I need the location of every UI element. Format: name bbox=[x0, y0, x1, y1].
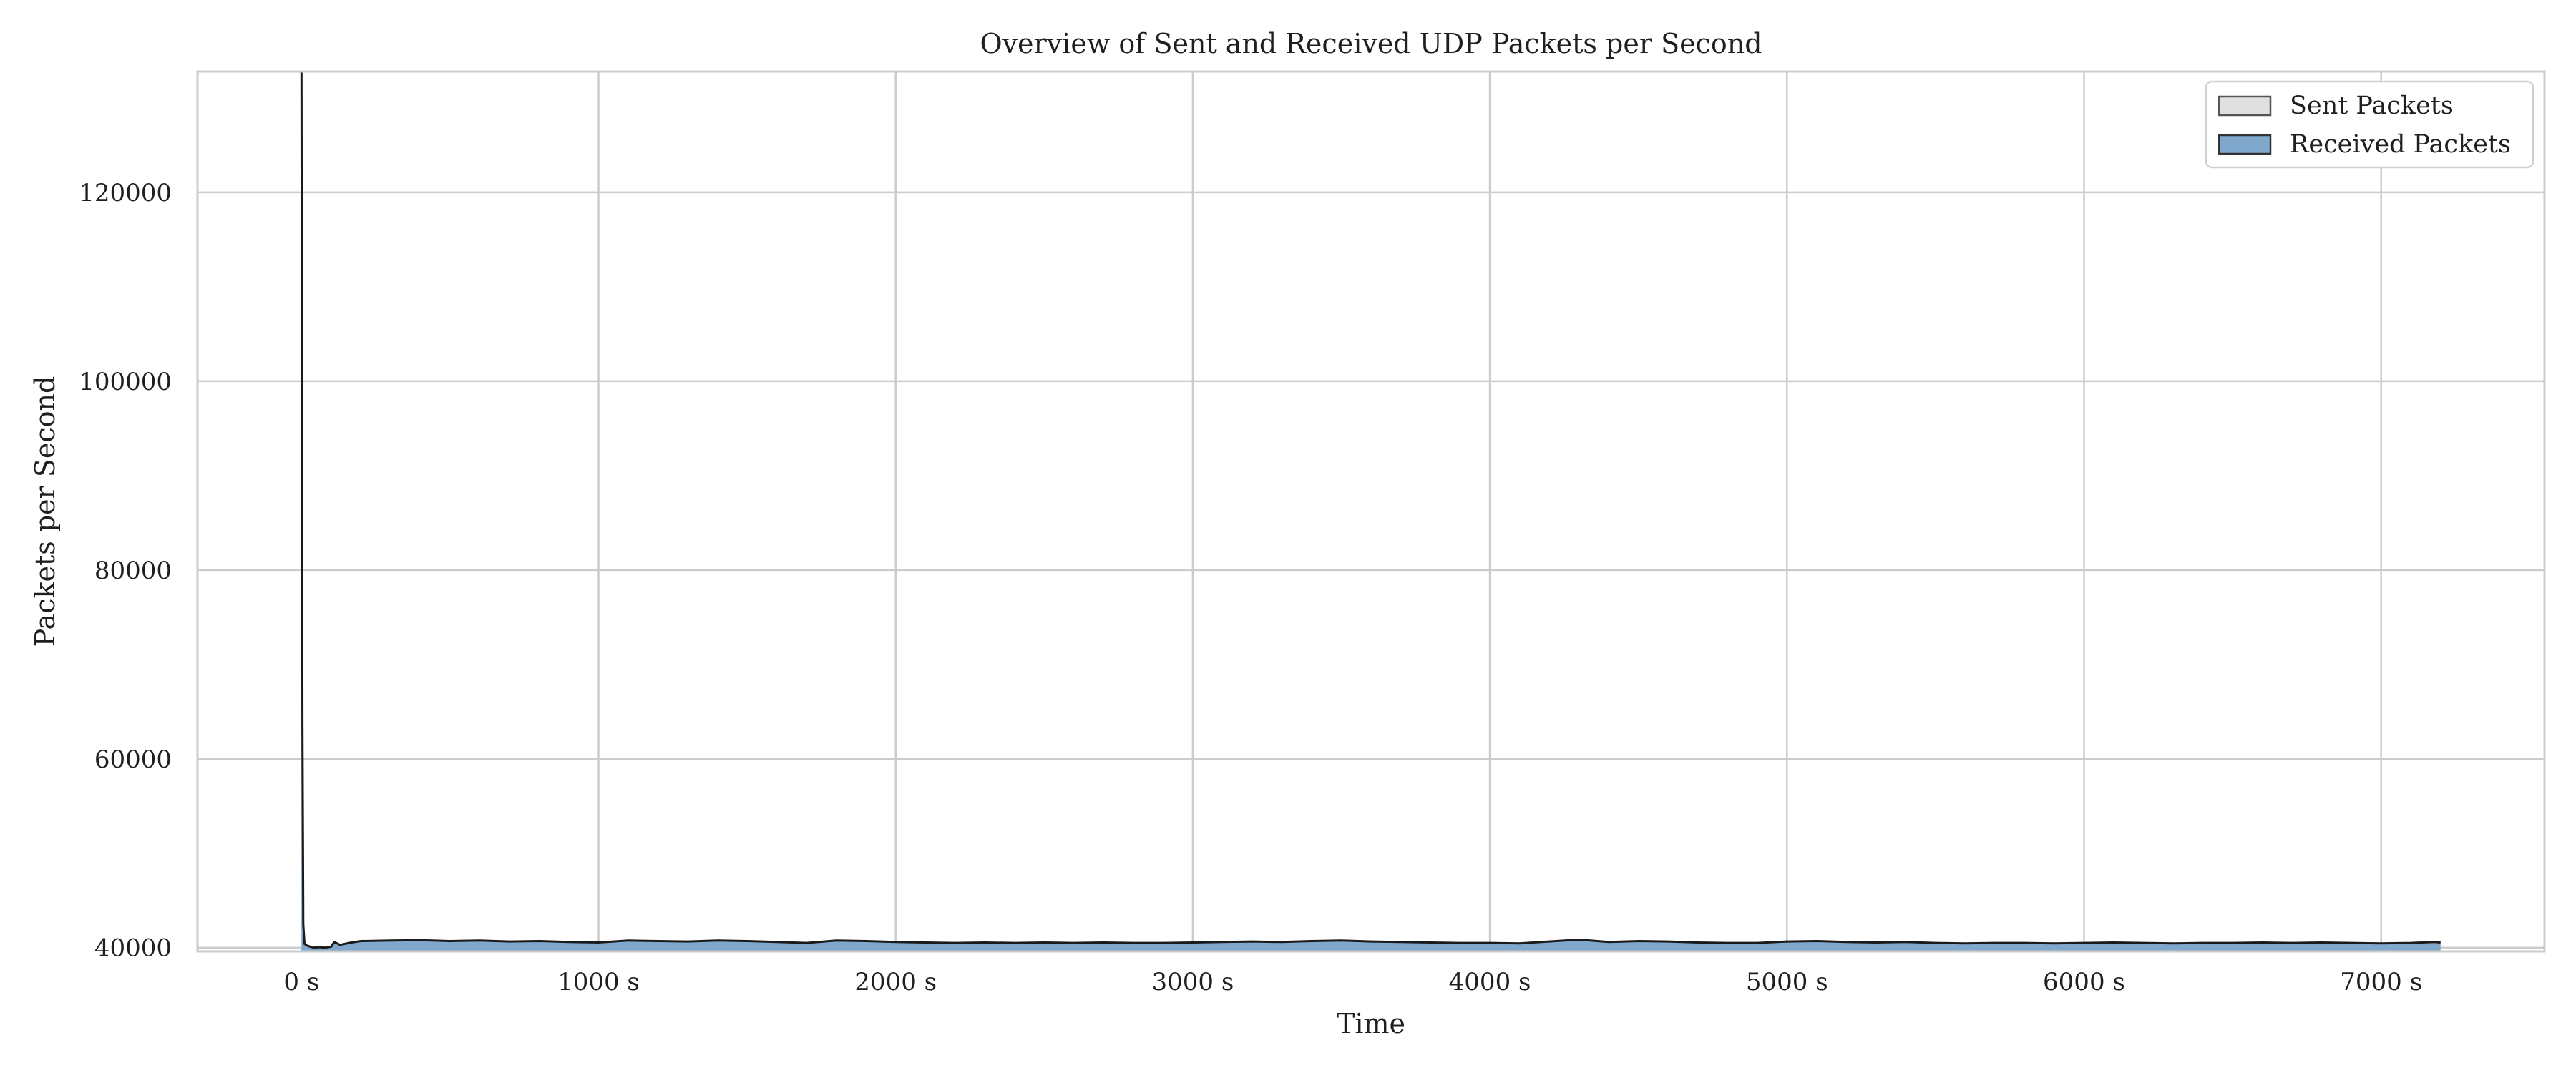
legend-label-received: Received Packets bbox=[2290, 130, 2511, 159]
series-line-received bbox=[300, 71, 2441, 949]
x-tick-label: 4000 s bbox=[1449, 968, 1531, 996]
x-tick-label: 3000 s bbox=[1151, 968, 1234, 996]
grid-layer bbox=[197, 72, 2545, 951]
y-tick-label: 80000 bbox=[94, 557, 172, 585]
legend-swatch-received bbox=[2218, 134, 2272, 155]
legend-label-sent: Sent Packets bbox=[2290, 92, 2454, 120]
x-tick-label: 6000 s bbox=[2043, 968, 2125, 996]
chart-title: Overview of Sent and Received UDP Packet… bbox=[980, 28, 1762, 59]
plot-frame bbox=[196, 70, 2546, 953]
y-axis-label: Packets per Second bbox=[29, 376, 61, 647]
x-axis-ticks: 0 s 1000 s 2000 s 3000 s 4000 s 5000 s 6000 s 7… bbox=[283, 968, 2422, 996]
x-tick-label: 2000 s bbox=[854, 968, 937, 996]
x-tick-label: 5000 s bbox=[1746, 968, 1828, 996]
x-tick-label: 0 s bbox=[283, 968, 319, 996]
series-area-sent bbox=[301, 72, 2441, 951]
y-tick-label: 40000 bbox=[94, 934, 172, 963]
series-area-received bbox=[301, 72, 2441, 951]
y-tick-label: 60000 bbox=[94, 745, 172, 774]
y-tick-label: 120000 bbox=[79, 179, 172, 207]
legend: Sent Packets Received Packets bbox=[2205, 80, 2534, 169]
legend-box bbox=[2205, 80, 2534, 169]
series-layer bbox=[300, 71, 2441, 951]
y-axis-ticks: 40000 60000 80000 100000 120000 bbox=[79, 179, 172, 963]
x-axis-label: Time bbox=[1337, 1008, 1405, 1039]
x-tick-label: 1000 s bbox=[557, 968, 640, 996]
x-tick-label: 7000 s bbox=[2340, 968, 2422, 996]
legend-swatch-sent bbox=[2218, 95, 2272, 117]
y-tick-label: 100000 bbox=[79, 368, 172, 396]
